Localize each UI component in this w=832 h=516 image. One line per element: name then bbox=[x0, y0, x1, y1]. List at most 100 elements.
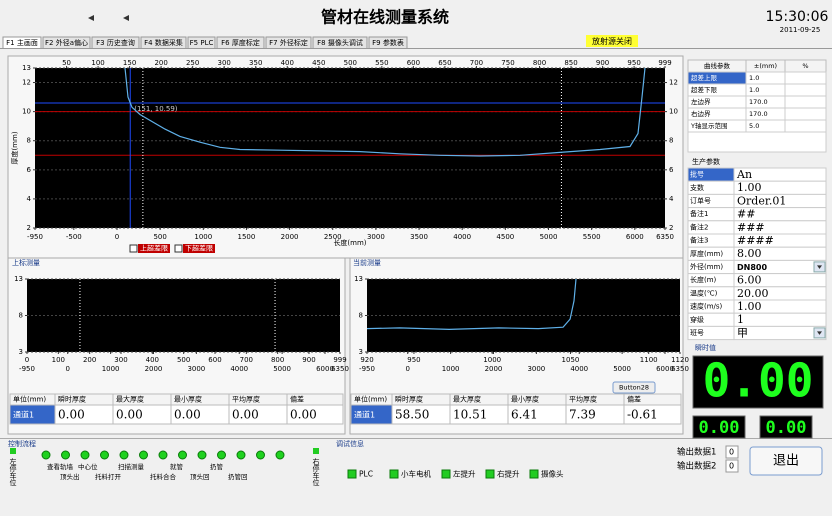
prod-label: 班号 bbox=[690, 328, 704, 337]
side-label: 左停车位 bbox=[9, 457, 17, 486]
lamp bbox=[61, 450, 70, 460]
lamp bbox=[41, 450, 51, 460]
tab[interactable] bbox=[265, 36, 312, 49]
x-tick-label: 1000 bbox=[442, 365, 460, 373]
prod-label: 订单号 bbox=[690, 196, 711, 205]
data-line bbox=[367, 279, 577, 331]
debug-lamp bbox=[347, 469, 357, 479]
table-header: 单位(mm) bbox=[354, 395, 387, 404]
prod-label: 备注1 bbox=[690, 209, 708, 218]
tab[interactable] bbox=[91, 36, 140, 49]
x2-tick-label: 600 bbox=[407, 59, 420, 67]
legend-check[interactable] bbox=[174, 244, 183, 253]
x-tick-label: 5000 bbox=[613, 365, 631, 373]
prod-value: 20.00 bbox=[737, 287, 769, 300]
tab[interactable] bbox=[216, 36, 265, 49]
x-tick-label: 1000 bbox=[194, 233, 212, 241]
output-value: 0 bbox=[729, 448, 734, 457]
output-label: 输出数据1 bbox=[677, 447, 716, 458]
tab[interactable] bbox=[312, 36, 368, 49]
tab[interactable] bbox=[42, 36, 91, 49]
tab[interactable] bbox=[2, 36, 42, 49]
lamp bbox=[119, 450, 129, 460]
x-tick-label: 0 bbox=[115, 233, 119, 241]
table-value: 0.00 bbox=[58, 408, 85, 422]
debug-lamp bbox=[529, 469, 539, 479]
prod-value-cell[interactable] bbox=[733, 325, 827, 341]
legend-label: 上超差限 bbox=[140, 244, 168, 253]
x-tick-label: 4500 bbox=[496, 233, 514, 241]
param-fill bbox=[687, 131, 827, 153]
table-header: 最大厚度 bbox=[116, 395, 144, 404]
display-small bbox=[759, 415, 813, 439]
param-header: ±(mm) bbox=[754, 62, 777, 70]
table-header: 偏差 bbox=[627, 395, 641, 404]
tab[interactable] bbox=[140, 36, 187, 49]
lamp bbox=[100, 450, 109, 460]
x2-tick-label: 400 bbox=[146, 356, 159, 364]
table-cell bbox=[286, 404, 344, 425]
param-text: 170.0 bbox=[749, 110, 768, 118]
x2-tick-label: 450 bbox=[312, 59, 325, 67]
flow-label: 顶头出 bbox=[60, 472, 80, 481]
y-tick-label: 8 bbox=[27, 137, 31, 145]
table-header: 最小厚度 bbox=[511, 395, 539, 404]
x-tick-label: 0 bbox=[65, 365, 69, 373]
x2-tick-label: 750 bbox=[501, 59, 514, 67]
nav-icon[interactable] bbox=[123, 15, 129, 21]
x2-tick-label: 900 bbox=[596, 59, 609, 67]
x2-tick-label: 800 bbox=[533, 59, 546, 67]
param-text: 超差上限 bbox=[691, 73, 718, 82]
x-tick-label: 6000 bbox=[626, 233, 644, 241]
plot-area bbox=[35, 68, 665, 228]
x2-tick-label: 150 bbox=[123, 59, 136, 67]
prod-label: 穿级 bbox=[690, 315, 704, 324]
x2-tick-label: 0 bbox=[25, 356, 29, 364]
y-tick-label: 13 bbox=[14, 275, 23, 283]
legend-check[interactable] bbox=[129, 244, 138, 253]
tab[interactable] bbox=[187, 36, 216, 49]
table-header: 平均厚度 bbox=[232, 395, 260, 404]
table-value: 0.00 bbox=[290, 408, 317, 422]
lamp bbox=[139, 450, 148, 460]
y-tick-label: 8 bbox=[19, 312, 23, 320]
prod-label: 速度(m/s) bbox=[690, 302, 723, 311]
tab[interactable] bbox=[368, 36, 408, 49]
output-value: 0 bbox=[729, 462, 734, 471]
nav-icon[interactable] bbox=[88, 15, 94, 21]
x-tick-label: 2000 bbox=[281, 233, 299, 241]
exit-button[interactable] bbox=[749, 446, 823, 476]
clock: 15:30:06 bbox=[766, 9, 829, 25]
flow-label: 托料合合 bbox=[150, 472, 177, 481]
button[interactable] bbox=[612, 381, 656, 394]
cursor-label: (151, 10.59) bbox=[134, 105, 178, 113]
prod-value: Order.01 bbox=[737, 194, 786, 207]
x-axis-label: 长度(mm) bbox=[333, 238, 366, 247]
x-tick-label: 3000 bbox=[527, 365, 545, 373]
x2-tick-label: 300 bbox=[218, 59, 231, 67]
lamp bbox=[217, 450, 226, 460]
legend-label: 下超差限 bbox=[185, 244, 213, 253]
tab-label: F1 主画面 bbox=[6, 38, 38, 47]
lamp bbox=[236, 450, 246, 460]
status-badge bbox=[586, 35, 638, 47]
display-value: 0.00 bbox=[703, 354, 814, 408]
prod-value: An bbox=[736, 168, 752, 181]
x-tick-label: 5000 bbox=[273, 365, 291, 373]
output-box bbox=[725, 445, 739, 459]
display-small-value: 0.00 bbox=[699, 418, 740, 438]
prod-value: 甲 bbox=[737, 326, 748, 339]
y2-tick-label: 2 bbox=[669, 224, 673, 232]
flow-label: 扫描测量 bbox=[118, 462, 145, 471]
table-value: -0.61 bbox=[627, 408, 658, 422]
lamp bbox=[158, 450, 168, 460]
lamp bbox=[197, 450, 207, 460]
y-tick-label: 10 bbox=[22, 108, 31, 116]
section-title: 调试信息 bbox=[336, 439, 364, 448]
y-tick-label: 3 bbox=[359, 348, 363, 356]
flow-label: 托料打开 bbox=[95, 472, 122, 481]
x2-tick-label: 1120 bbox=[671, 356, 689, 364]
prod-value-cell[interactable] bbox=[733, 312, 827, 327]
x2-tick-label: 700 bbox=[470, 59, 483, 67]
x2-tick-label: 999 bbox=[333, 356, 346, 364]
